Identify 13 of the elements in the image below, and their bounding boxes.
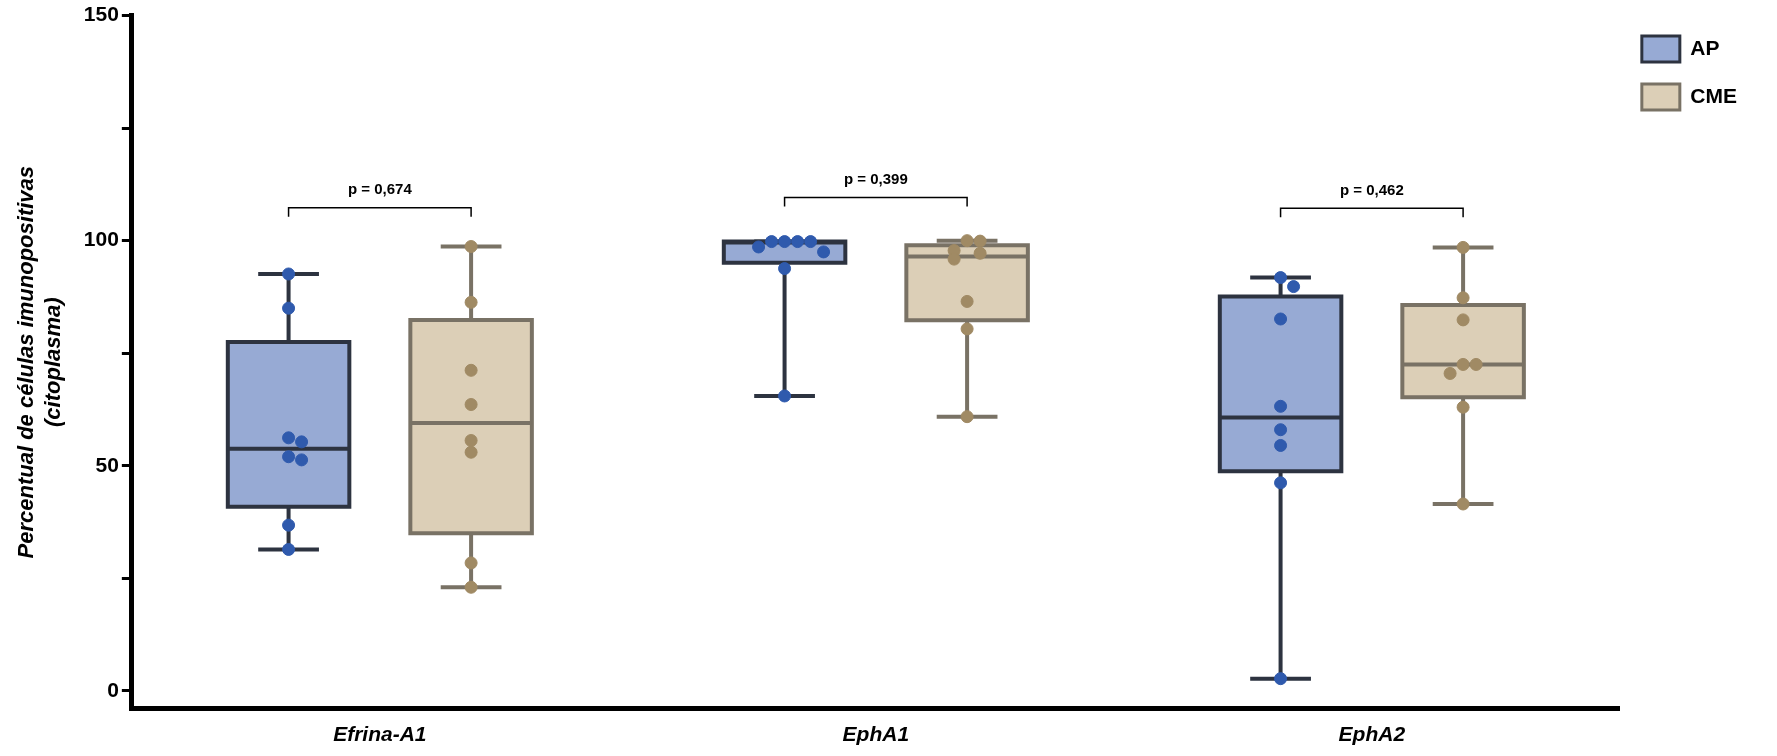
annotation: p = 0,399 [843, 170, 908, 188]
y-tick-label: 50 [95, 452, 119, 476]
y-tick-label: 100 [83, 227, 119, 251]
annotation: p = 0,462 [1339, 180, 1404, 198]
legend-label: AP [1690, 35, 1720, 59]
x-tick-label: EphA2 [1338, 722, 1406, 746]
x-tick-label: Efrina-A1 [333, 722, 427, 746]
annotation: p = 0,674 [347, 180, 413, 198]
legend-label: CME [1690, 83, 1738, 107]
y-axis-title: Percentual de células imunopositivas (citoplasma) [13, 165, 65, 559]
y-tick-label: 150 [83, 2, 119, 26]
y-tick-label: 0 [107, 677, 119, 701]
x-tick-label: EphA1 [842, 722, 910, 746]
